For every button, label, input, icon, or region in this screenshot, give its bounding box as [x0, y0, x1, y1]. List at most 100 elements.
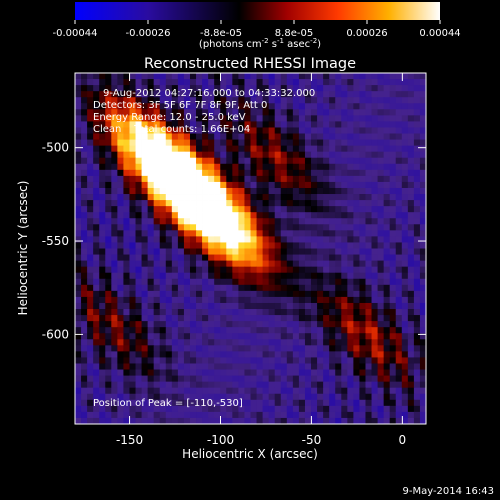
heatmap-cell	[208, 260, 215, 268]
heatmap-cell	[165, 321, 173, 328]
heatmap-cell	[413, 248, 421, 255]
heatmap-cell	[105, 157, 112, 165]
heatmap-cell	[189, 127, 197, 134]
heatmap-cell	[93, 121, 100, 128]
heatmap-cell	[359, 151, 366, 159]
heatmap-cell	[274, 254, 282, 261]
heatmap-cell	[311, 236, 318, 243]
heatmap-cell	[413, 163, 421, 171]
heatmap-cell	[244, 369, 251, 376]
heatmap-cell	[268, 224, 276, 231]
heatmap-cell	[111, 103, 118, 110]
heatmap-cell	[244, 333, 251, 340]
heatmap-cell	[292, 175, 300, 183]
heatmap-cell	[395, 224, 403, 231]
heatmap-cell	[335, 315, 342, 322]
heatmap-cell	[232, 345, 239, 352]
heatmap-cell	[202, 260, 209, 268]
heatmap-cell	[280, 375, 288, 383]
heatmap-cell	[365, 79, 372, 86]
heatmap-cell	[401, 73, 409, 80]
heatmap-cell	[419, 363, 426, 370]
heatmap-cell	[214, 73, 221, 80]
heatmap-cell	[383, 290, 391, 298]
heatmap-cell	[111, 175, 118, 183]
heatmap-cell	[177, 242, 185, 249]
heatmap-cell	[401, 79, 409, 86]
heatmap-cell	[286, 417, 294, 424]
heatmap-cell	[177, 321, 185, 328]
heatmap-cell	[389, 181, 397, 189]
heatmap-cell	[165, 194, 173, 201]
heatmap-cell	[383, 109, 391, 116]
heatmap-cell	[256, 194, 263, 201]
heatmap-cell	[286, 381, 294, 389]
heatmap-cell	[353, 363, 360, 370]
heatmap-cell	[81, 145, 88, 153]
x-axis-label: Heliocentric X (arcsec)	[182, 447, 318, 461]
heatmap-cell	[177, 315, 185, 322]
heatmap-cell	[413, 321, 421, 328]
heatmap-cell	[286, 399, 294, 407]
heatmap-cell	[383, 242, 391, 249]
heatmap-cell	[238, 393, 245, 401]
heatmap-cell	[189, 242, 197, 249]
heatmap-cell	[226, 121, 233, 128]
heatmap-cell	[274, 266, 282, 274]
heatmap-cell	[208, 187, 215, 195]
heatmap-cell	[419, 339, 426, 346]
heatmap-cell	[147, 272, 155, 280]
heatmap-cell	[165, 315, 173, 322]
heatmap-cell	[250, 187, 257, 195]
heatmap-cell	[377, 345, 385, 352]
heatmap-cell	[165, 260, 173, 268]
heatmap-cell	[317, 393, 324, 401]
heatmap-cell	[359, 284, 366, 292]
heatmap-cell	[177, 411, 185, 419]
heatmap-cell	[214, 254, 221, 261]
heatmap-cell	[226, 351, 233, 358]
heatmap-cell	[262, 139, 270, 147]
heatmap-cell	[99, 169, 106, 177]
heatmap-cell	[377, 333, 385, 340]
heatmap-cell	[153, 327, 161, 334]
heatmap-cell	[329, 333, 336, 340]
heatmap-cell	[389, 387, 397, 395]
heatmap-cell	[395, 399, 403, 407]
heatmap-cell	[202, 411, 209, 419]
heatmap-cell	[413, 260, 421, 268]
heatmap-cell	[280, 79, 288, 86]
colorbar-tick-label: 0.00026	[346, 28, 387, 39]
heatmap-cell	[183, 327, 191, 334]
heatmap-cell	[323, 315, 330, 322]
heatmap-cell	[129, 339, 136, 346]
heatmap-cell	[317, 109, 324, 116]
heatmap-cell	[262, 145, 270, 153]
heatmap-cell	[123, 139, 130, 147]
heatmap-cell	[111, 393, 118, 401]
heatmap-cell	[202, 351, 209, 358]
heatmap-cell	[407, 169, 415, 177]
heatmap-cell	[359, 375, 366, 383]
heatmap-cell	[323, 175, 330, 183]
heatmap-cell	[371, 333, 378, 340]
heatmap-cell	[238, 351, 245, 358]
heatmap-cell	[389, 200, 397, 207]
heatmap-cell	[99, 315, 106, 322]
heatmap-cell	[323, 357, 330, 364]
heatmap-cell	[359, 73, 366, 80]
heatmap-cell	[389, 272, 397, 280]
heatmap-cell	[359, 290, 366, 298]
heatmap-cell	[304, 272, 312, 280]
heatmap-cell	[153, 139, 161, 147]
heatmap-cell	[298, 345, 306, 352]
heatmap-cell	[135, 230, 142, 237]
heatmap-cell	[117, 284, 124, 292]
heatmap-cell	[329, 133, 336, 140]
heatmap-cell	[208, 393, 215, 401]
heatmap-cell	[353, 290, 360, 298]
heatmap-cell	[329, 230, 336, 237]
heatmap-cell	[389, 290, 397, 298]
heatmap-cell	[383, 224, 391, 231]
